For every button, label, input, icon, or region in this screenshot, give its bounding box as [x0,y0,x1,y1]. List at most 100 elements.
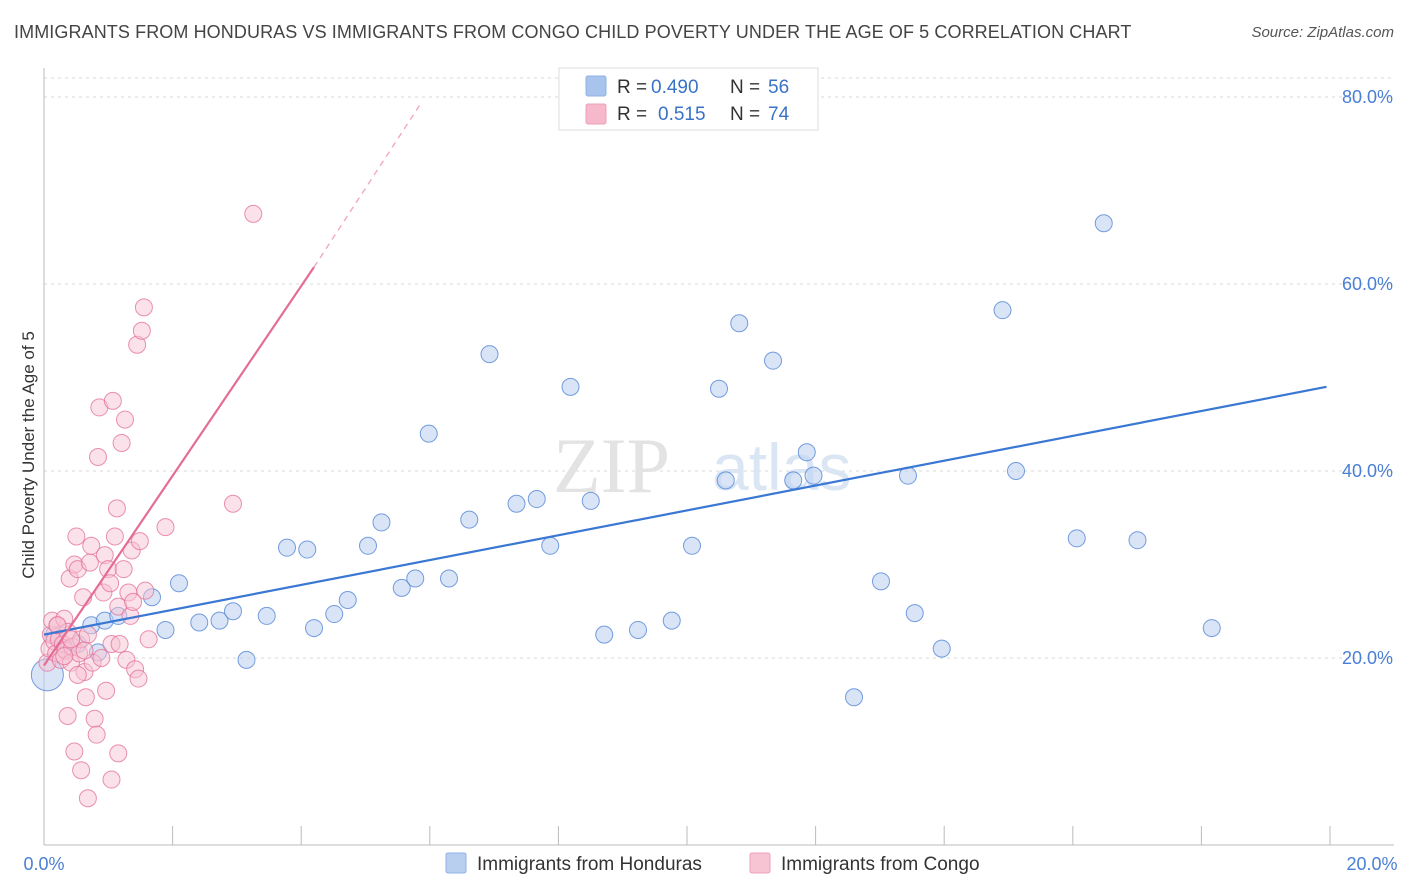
y-axis-title: Child Poverty Under the Age of 5 [19,331,38,579]
point-congo-58 [136,581,155,600]
x-tick-label-1: 20.0% [1346,854,1397,874]
stats-legend: R = 0.490 N = 56 R = 0.515 N = 74 [558,67,819,131]
point-honduras-18 [325,605,344,624]
point-congo-39 [103,391,122,410]
point-honduras-47 [905,604,924,623]
point-honduras-39 [730,314,749,333]
point-congo-23 [76,688,95,707]
point-congo-65 [72,761,91,780]
trend-line-congo [43,266,315,667]
point-honduras-34 [629,620,647,639]
point-congo-43 [110,634,129,653]
point-congo-44 [112,433,131,452]
point-honduras-19 [338,591,357,610]
point-honduras-15 [278,538,296,557]
legend-label-congo: Immigrants from Congo [781,854,980,875]
x-axis-ticks [43,826,1331,845]
y-tick-label-80: 80.0% [1342,87,1393,107]
point-honduras-42 [797,443,816,462]
point-honduras-45 [872,572,890,591]
point-honduras-12 [224,602,242,621]
stats-legend-r-value-2: 0.515 [658,104,706,125]
legend-swatch-honduras [445,852,467,874]
point-congo-62 [244,204,263,223]
stats-legend-n-label-1: N = [730,77,760,98]
point-honduras-13 [237,650,256,669]
point-honduras-44 [845,688,863,707]
point-congo-66 [78,789,97,808]
stats-legend-swatch-congo [585,103,607,125]
stats-legend-n-label-2: N = [730,104,760,125]
point-honduras-23 [406,569,425,588]
series-honduras-points [30,214,1221,707]
y-tick-labels: 20.0% 40.0% 60.0% 80.0% [1342,87,1393,668]
point-congo-64 [65,742,84,761]
point-congo-61 [224,494,242,513]
point-congo-68 [109,744,128,763]
point-honduras-27 [480,345,499,364]
point-honduras-10 [190,613,209,632]
point-honduras-53 [1128,531,1147,550]
point-honduras-22 [392,578,411,597]
point-honduras-51 [1067,529,1086,548]
point-congo-25 [80,553,99,572]
point-honduras-21 [372,513,391,532]
y-tick-label-20: 20.0% [1342,648,1393,668]
point-congo-54 [129,669,148,688]
point-honduras-24 [419,424,438,443]
point-honduras-36 [683,536,701,555]
series-legend: Immigrants from Honduras Immigrants from… [445,852,980,875]
point-congo-37 [101,574,120,593]
point-congo-28 [85,709,104,728]
point-honduras-50 [1007,462,1025,480]
point-honduras-43 [804,466,823,485]
trend-line-honduras [43,385,1327,636]
legend-swatch-congo [749,852,771,874]
point-congo-73 [75,641,94,660]
point-honduras-29 [527,490,546,509]
point-honduras-17 [305,619,323,638]
point-congo-24 [78,625,97,644]
trend-lines [43,101,1327,667]
point-congo-30 [89,447,107,466]
point-congo-55 [130,532,149,551]
point-honduras-32 [581,491,600,510]
point-congo-26 [82,536,101,555]
stats-legend-n-value-1: 56 [768,77,789,98]
point-honduras-26 [460,510,479,529]
stats-legend-r-label-1: R = [617,77,647,98]
stats-legend-n-value-2: 74 [768,104,790,125]
point-honduras-35 [662,611,681,630]
point-congo-69 [48,616,67,635]
point-honduras-49 [993,301,1012,320]
point-congo-67 [102,770,121,789]
point-honduras-16 [298,540,317,559]
chart-title: IMMIGRANTS FROM HONDURAS VS IMMIGRANTS F… [14,22,1132,42]
point-congo-56 [132,321,151,340]
point-honduras-11 [210,611,229,630]
legend-label-honduras: Immigrants from Honduras [477,854,702,875]
x-tick-label-0: 0.0% [23,854,64,874]
point-honduras-37 [710,379,728,398]
point-congo-72 [68,665,87,684]
point-honduras-48 [932,639,951,658]
point-congo-41 [107,499,126,518]
point-congo-17 [67,527,86,546]
point-congo-45 [114,560,133,579]
source-label: Source: ZipAtlas.com [1251,24,1394,41]
series-congo-points [38,204,263,808]
y-tick-label-60: 60.0% [1342,274,1393,294]
point-congo-57 [134,298,153,317]
point-congo-70 [55,647,74,666]
point-honduras-33 [595,625,614,644]
point-congo-59 [139,630,158,649]
point-honduras-52 [1094,214,1113,233]
stats-legend-r-value-1: 0.490 [651,77,699,98]
point-honduras-25 [440,569,458,588]
point-honduras-28 [507,494,526,513]
point-honduras-41 [784,471,803,490]
point-honduras-31 [561,377,580,396]
point-honduras-20 [359,536,377,555]
stats-legend-r-label-2: R = [617,104,647,125]
